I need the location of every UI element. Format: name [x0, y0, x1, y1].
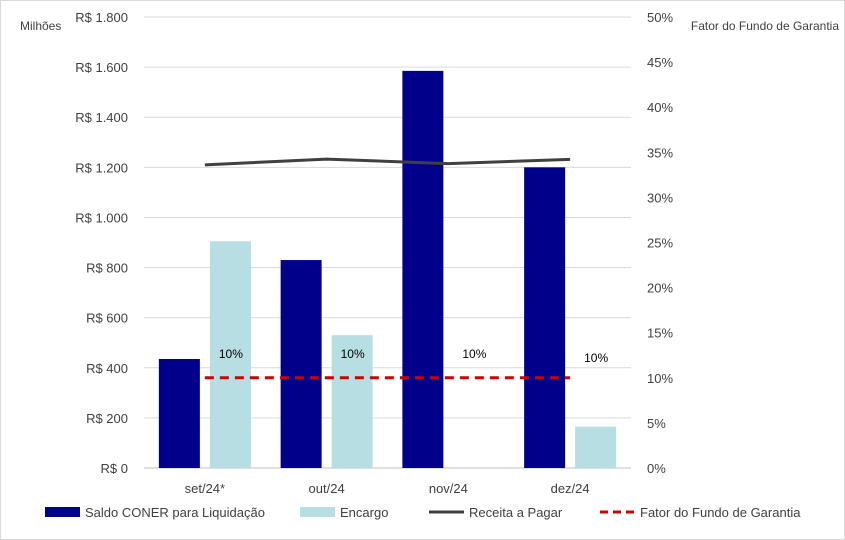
right-tick-label: 20% — [647, 281, 673, 296]
data-label-fator: 10% — [219, 347, 243, 361]
left-axis-title: Milhões — [20, 19, 61, 33]
left-tick-label: R$ 1.800 — [75, 10, 128, 25]
data-labels: 10% 10% 10% 10% — [219, 347, 609, 365]
bar-saldo-coner — [280, 260, 322, 468]
left-tick-label: R$ 600 — [86, 311, 128, 326]
left-tick-label: R$ 800 — [86, 261, 128, 276]
data-label-fator: 10% — [584, 351, 608, 365]
legend-label: Receita a Pagar — [469, 505, 563, 520]
legend-swatch — [45, 507, 80, 517]
left-tick-label: R$ 1.200 — [75, 160, 128, 175]
legend: Saldo CONER para Liquidação Encargo Receit… — [45, 505, 801, 520]
legend-swatch — [300, 507, 335, 517]
legend-label: Encargo — [340, 505, 388, 520]
left-tick-label: R$ 1.000 — [75, 210, 128, 225]
right-tick-label: 35% — [647, 145, 673, 160]
right-tick-label: 50% — [647, 10, 673, 25]
line-receita-a-pagar — [204, 157, 571, 167]
legend-label: Saldo CONER para Liquidação — [85, 505, 265, 520]
left-tick-label: R$ 400 — [86, 361, 128, 376]
left-tick-label: R$ 1.600 — [75, 60, 128, 75]
right-axis-ticks: 0% 5% 10% 15% 20% 25% 30% 35% 40% 45% 50% — [647, 10, 673, 476]
bar-saldo-coner — [158, 359, 200, 468]
right-tick-label: 15% — [647, 326, 673, 341]
right-tick-label: 40% — [647, 100, 673, 115]
bar-encargo — [331, 335, 373, 468]
bars — [158, 70, 617, 469]
lines — [204, 157, 571, 380]
right-tick-label: 25% — [647, 236, 673, 251]
right-tick-label: 5% — [647, 416, 666, 431]
x-tick-label: out/24 — [309, 481, 345, 496]
left-tick-label: R$ 200 — [86, 411, 128, 426]
right-axis-title: Fator do Fundo de Garantia — [691, 19, 839, 33]
left-tick-label: R$ 1.400 — [75, 110, 128, 125]
left-axis-ticks: R$ 0 R$ 200 R$ 400 R$ 600 R$ 800 R$ 1.000 R$ 1… — [75, 10, 128, 476]
right-tick-label: 45% — [647, 55, 673, 70]
bar-saldo-coner — [402, 70, 444, 468]
right-tick-label: 0% — [647, 461, 666, 476]
right-tick-label: 10% — [647, 371, 673, 386]
x-axis-ticks: set/24* out/24 nov/24 dez/24 — [185, 481, 590, 496]
right-tick-label: 30% — [647, 190, 673, 205]
data-label-fator: 10% — [462, 347, 486, 361]
x-tick-label: dez/24 — [551, 481, 590, 496]
left-tick-label: R$ 0 — [101, 461, 128, 476]
x-tick-label: nov/24 — [429, 481, 468, 496]
bar-encargo — [209, 241, 251, 468]
legend-label: Fator do Fundo de Garantia — [640, 505, 801, 520]
x-tick-label: set/24* — [185, 481, 225, 496]
bar-saldo-coner — [524, 167, 566, 469]
data-label-fator: 10% — [341, 347, 365, 361]
bar-encargo — [575, 426, 617, 468]
